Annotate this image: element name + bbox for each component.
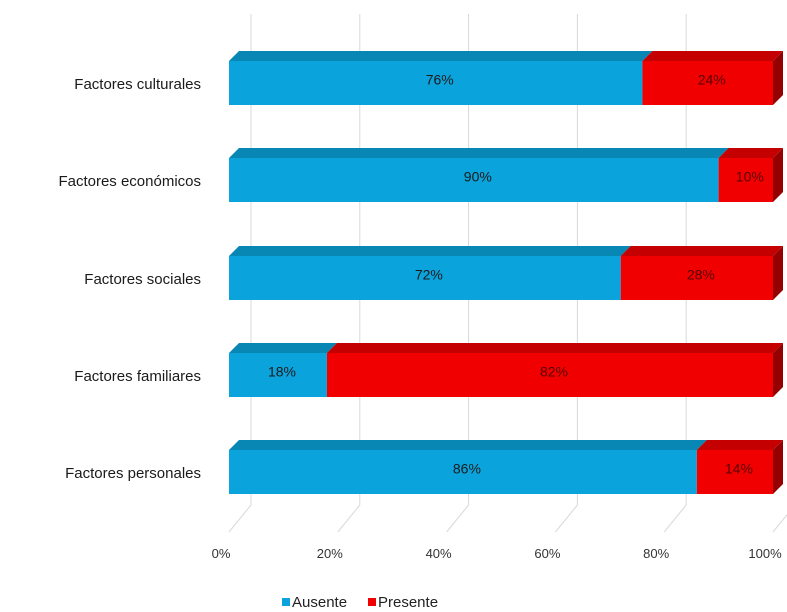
bars [229, 51, 783, 494]
category-label: Factores familiares [74, 368, 201, 385]
bar-presente [642, 51, 783, 105]
category-label: Factores personales [65, 465, 201, 482]
data-label: 18% [268, 364, 296, 380]
gridline-floor [555, 504, 578, 533]
bar-ausente [229, 148, 729, 202]
data-labels: 76% 24% 90% 10% 72% 28% 18% 82% 86% 14% [268, 72, 764, 477]
legend-item-presente: Presente [368, 594, 438, 611]
x-tick-label: 100% [748, 546, 782, 561]
data-label: 14% [725, 461, 753, 477]
x-tick-label: 60% [534, 546, 560, 561]
data-label: 28% [687, 267, 715, 283]
gridline-floor [446, 504, 469, 533]
bar-ausente [229, 343, 337, 397]
gridline-floor [228, 504, 252, 533]
gridline-floor [663, 504, 687, 533]
data-label: 24% [698, 72, 726, 88]
data-label: 10% [736, 169, 764, 185]
x-tick-label: 40% [426, 546, 452, 561]
bar-presente [696, 440, 783, 494]
data-label: 86% [453, 461, 481, 477]
x-tick-label: 20% [317, 546, 343, 561]
bar-ausente [229, 51, 653, 105]
category-label: Factores culturales [74, 76, 201, 93]
x-tick-label: 80% [643, 546, 669, 561]
legend-label: Ausente [292, 594, 347, 611]
data-label: 76% [426, 72, 454, 88]
bar-presente [326, 343, 783, 397]
legend-label: Presente [378, 594, 438, 611]
gridline-floor [337, 504, 361, 533]
bar-ausente [229, 246, 631, 300]
category-labels: Factores culturales Factores económicos Fa… [58, 76, 201, 482]
bar-presente [620, 246, 783, 300]
x-axis-ticks: 0% 20% 40% 60% 80% 100% [212, 546, 782, 561]
legend-swatch [368, 598, 376, 606]
gridline-floor [772, 514, 787, 533]
bar-presente [718, 148, 783, 202]
data-label: 72% [415, 267, 443, 283]
legend-swatch [282, 598, 290, 606]
category-label: Factores sociales [84, 271, 201, 288]
legend: Ausente Presente [282, 594, 438, 611]
data-label: 82% [540, 364, 568, 380]
bar-ausente [229, 440, 707, 494]
category-label: Factores económicos [58, 173, 201, 190]
x-tick-label: 0% [212, 546, 231, 561]
legend-item-ausente: Ausente [282, 594, 347, 611]
data-label: 90% [464, 169, 492, 185]
